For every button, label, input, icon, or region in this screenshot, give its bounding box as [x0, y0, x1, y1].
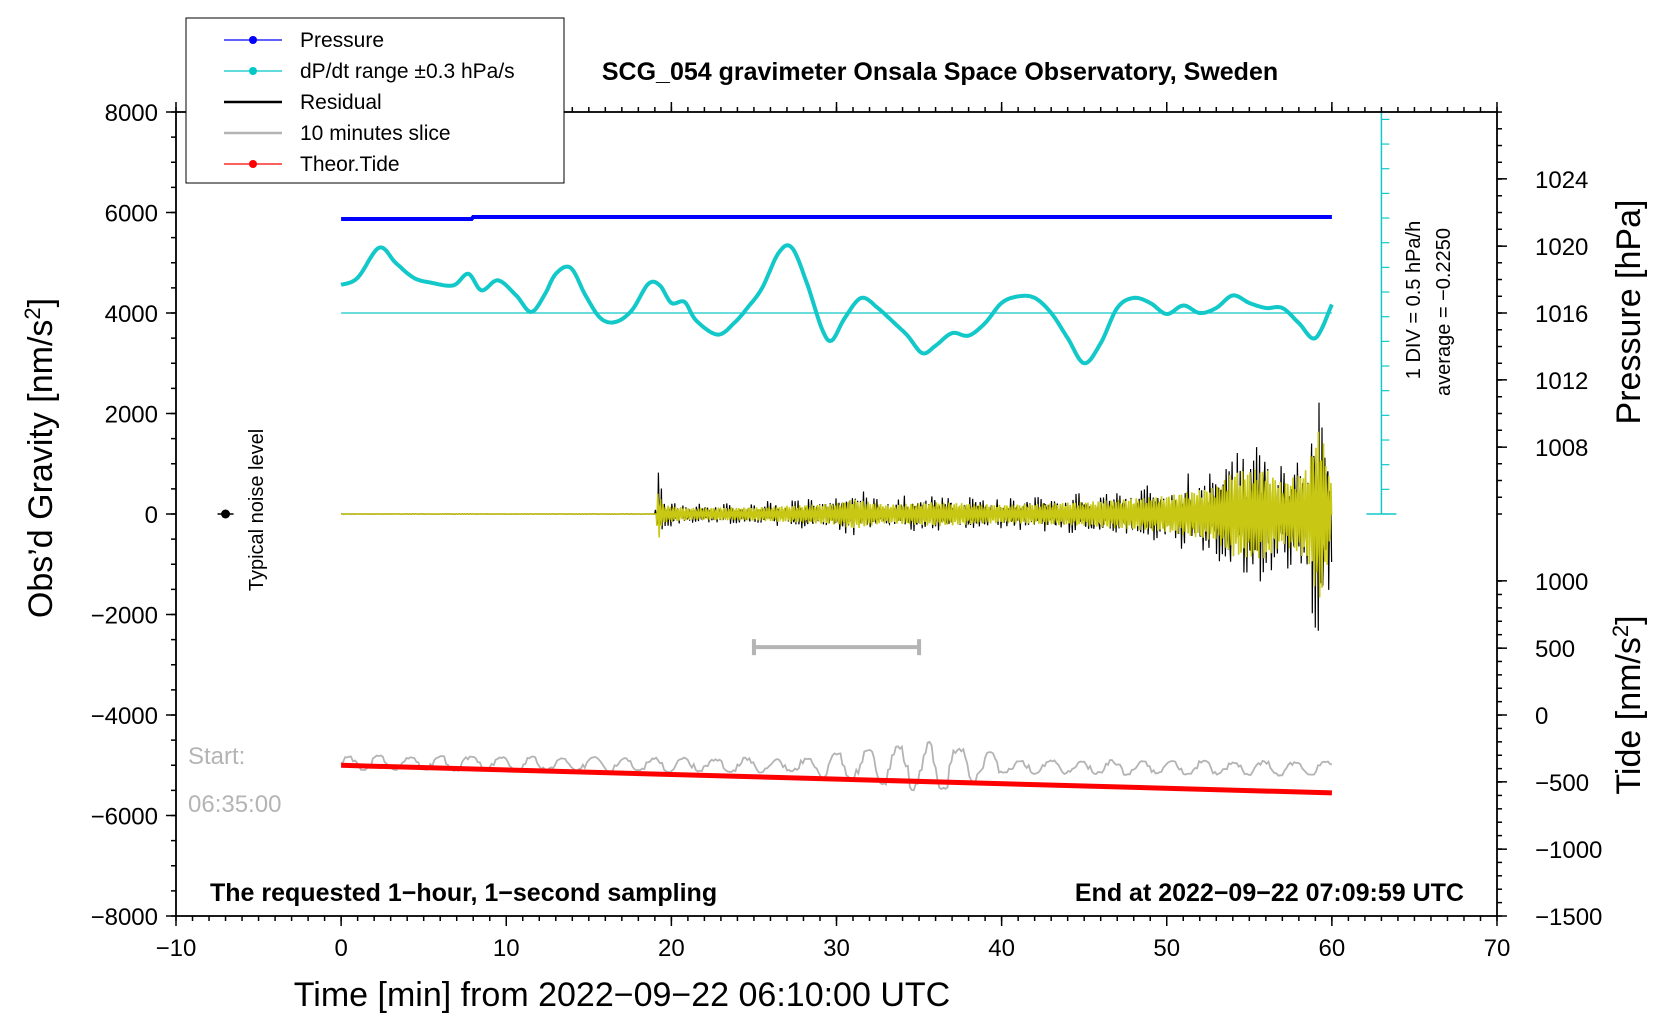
- y-axis-label-pressure: Pressure [hPa]: [1610, 200, 1648, 425]
- y-tick-label: −8000: [91, 904, 158, 931]
- tide-tick-label: −500: [1535, 770, 1589, 797]
- x-tick-label: 20: [658, 935, 685, 962]
- y-tick-label: −4000: [91, 703, 158, 730]
- tide-tick-label: −1500: [1535, 904, 1602, 931]
- pressure-line: [341, 215, 1332, 221]
- residual-filtered-line: [341, 431, 1333, 598]
- pressure-tick-label: 1024: [1535, 167, 1588, 194]
- y-axis-label-tide: Tide [nm/s2]: [1608, 615, 1648, 794]
- x-tick-label: 70: [1484, 935, 1511, 962]
- legend-label: Theor.Tide: [300, 153, 400, 176]
- y-tick-label: 0: [145, 502, 158, 529]
- bottom-left-note: The requested 1−hour, 1−second sampling: [210, 879, 717, 907]
- ten-minute-slice-line: [340, 740, 1333, 792]
- legend-label: dP/dt range ±0.3 hPa/s: [300, 60, 515, 83]
- y-tick-label: −2000: [91, 603, 158, 630]
- x-tick-label: 30: [823, 935, 850, 962]
- legend-marker: [249, 160, 257, 168]
- x-tick-label: 40: [988, 935, 1015, 962]
- x-tick-label: 0: [334, 935, 347, 962]
- x-tick-label: 60: [1319, 935, 1346, 962]
- tide-tick-label: −1000: [1535, 837, 1602, 864]
- y-tick-label: −6000: [91, 804, 158, 831]
- legend-label: 10 minutes slice: [300, 122, 451, 145]
- pressure-tick-label: 1020: [1535, 234, 1588, 261]
- x-tick-label: −10: [156, 935, 197, 962]
- average-label: average = −0.2250: [1433, 228, 1455, 396]
- x-axis-label: Time [min] from 2022−09−22 06:10:00 UTC: [294, 976, 950, 1014]
- bottom-right-note: End at 2022−09−22 07:09:59 UTC: [1075, 879, 1464, 907]
- legend: Pressure dP/dt range ±0.3 hPa/s Residual 10…: [185, 17, 565, 184]
- y-tick-label: 8000: [105, 100, 158, 127]
- legend-marker: [249, 36, 257, 44]
- pressure-tick-label: 1012: [1535, 368, 1588, 395]
- start-label: Start:: [188, 743, 245, 770]
- pressure-tick-label: 1016: [1535, 301, 1588, 328]
- pressure-tick-label: 1008: [1535, 435, 1588, 462]
- x-tick-label: 50: [1153, 935, 1180, 962]
- start-time: 06:35:00: [188, 791, 281, 818]
- tide-tick-label: 1000: [1535, 569, 1588, 596]
- tide-tick-label: 500: [1535, 636, 1575, 663]
- legend-label: Residual: [300, 91, 382, 114]
- x-tick-label: 10: [493, 935, 520, 962]
- y-tick-label: 2000: [105, 402, 158, 429]
- tide-tick-label: 0: [1535, 703, 1548, 730]
- chart-title: SCG_054 gravimeter Onsala Space Observat…: [602, 58, 1278, 86]
- legend-box: [185, 17, 565, 184]
- y-tick-label: 6000: [105, 201, 158, 228]
- noise-label: Typical noise level: [246, 429, 268, 591]
- legend-label: Pressure: [300, 29, 384, 52]
- legend-marker: [249, 67, 257, 75]
- theoretical-tide-line: [341, 762, 1332, 796]
- y-tick-label: 4000: [105, 301, 158, 328]
- y-axis-label-gravity: Obs’d Gravity [nm/s2]: [20, 298, 60, 618]
- dpdt-line: [340, 243, 1334, 366]
- scale-label: 1 DIV = 0.5 hPa/h: [1403, 221, 1425, 379]
